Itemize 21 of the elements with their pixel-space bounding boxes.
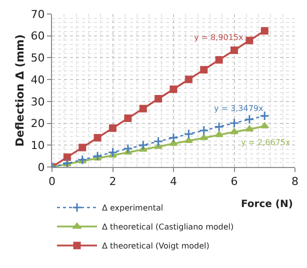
x-axis-title: Force (N) <box>241 199 293 210</box>
x-tick-label: 2 <box>109 175 116 188</box>
annotation: y = 8,9015x <box>194 33 244 42</box>
annotation: y = 3,3479x <box>214 104 264 113</box>
y-tick-label: 30 <box>30 95 45 108</box>
legend-label: Δ experimental <box>102 204 164 213</box>
y-tick-label: 20 <box>30 117 45 130</box>
x-tick-label: 8 <box>292 175 298 188</box>
legend-label: Δ theoretical (Castigliano model) <box>102 222 234 232</box>
y-tick-label: 50 <box>30 52 45 65</box>
y-tick-label: 0 <box>38 160 45 174</box>
y-tick-label: 70 <box>30 8 45 21</box>
legend-label: Δ theoretical (Voigt model) <box>102 242 210 251</box>
y-axis-title: Deflection Δ (mm) <box>13 34 26 147</box>
annotation: y = 2,6675x <box>241 138 291 147</box>
x-tick-label: 0 <box>48 175 56 188</box>
x-tick-label: 4 <box>170 175 177 188</box>
x-tick-label: 6 <box>230 175 238 188</box>
y-tick-label: 10 <box>30 138 45 152</box>
y-tick-label: 60 <box>30 30 45 43</box>
y-tick-label: 40 <box>30 73 45 86</box>
